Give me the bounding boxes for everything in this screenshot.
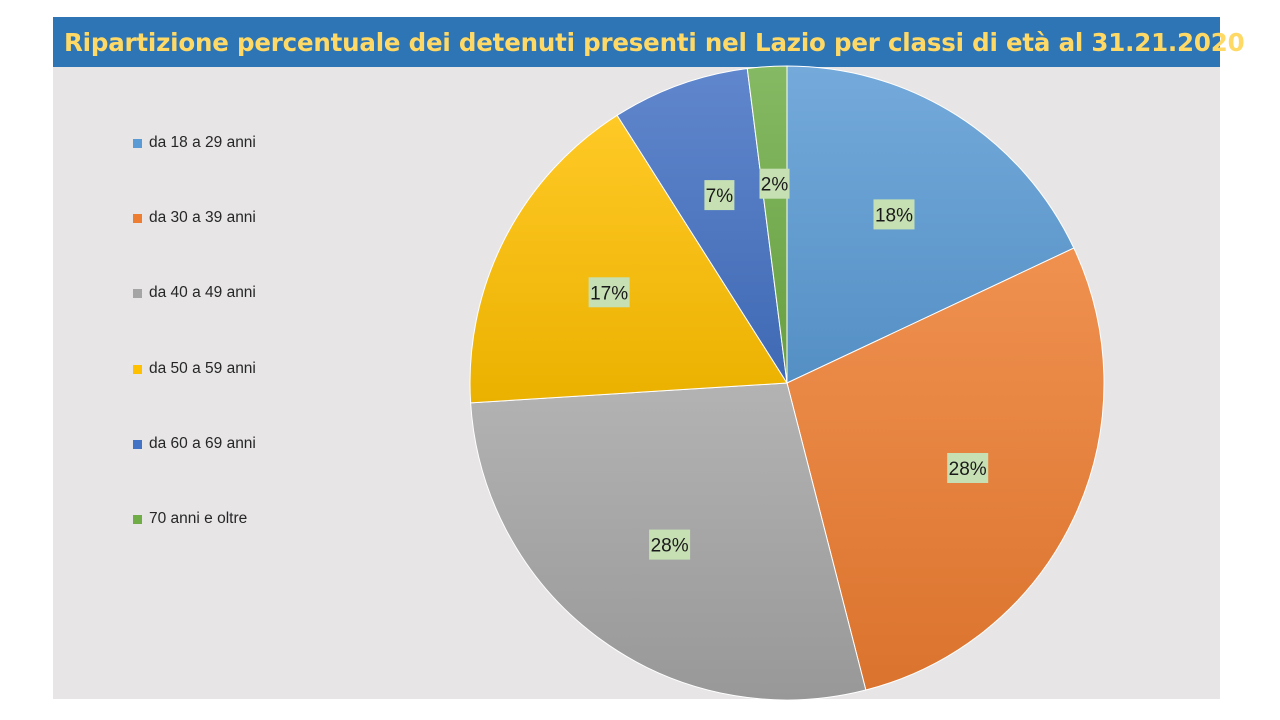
slice-30-39 (786, 247, 1105, 691)
data-label-text: 7% (706, 186, 734, 207)
title-bar: Ripartizione percentuale dei detenuti pr… (53, 17, 1245, 67)
data-label-text: 2% (761, 175, 789, 196)
legend-swatch (133, 288, 142, 298)
slice-60-69 (616, 67, 788, 384)
data-label-30-39: 28% (947, 453, 989, 483)
legend-item-60-69: da 60 a 69 anni (133, 434, 256, 454)
legend-item-50-59: da 50 a 59 anni (133, 359, 256, 379)
legend-item-30-39: da 30 a 39 anni (133, 208, 256, 228)
slice-50-59 (469, 114, 788, 404)
data-label-text: 18% (875, 205, 913, 226)
legend-swatch (133, 439, 142, 449)
data-label-text: 17% (590, 283, 628, 304)
data-label-background (759, 168, 790, 199)
legend-label: da 60 a 69 anni (149, 435, 256, 452)
chart-title: Ripartizione percentuale dei detenuti pr… (64, 27, 1245, 57)
legend-item-70-plus: 70 anni e oltre (133, 509, 247, 529)
legend-swatch (133, 213, 142, 223)
data-label-50-59: 17% (588, 277, 630, 308)
data-label-background (588, 277, 630, 308)
legend-label: da 40 a 49 anni (149, 284, 256, 301)
slice-70-plus (746, 65, 788, 384)
legend-swatch (133, 514, 142, 524)
data-label-background (947, 453, 989, 483)
legend-label: 70 anni e oltre (149, 510, 248, 527)
legend-item-18-29: da 18 a 29 anni (133, 133, 256, 153)
legend-label: da 18 a 29 anni (149, 134, 256, 151)
legend-swatch (133, 364, 142, 374)
legend-item-40-49: da 40 a 49 anni (133, 283, 256, 303)
data-label-text: 28% (651, 536, 689, 557)
data-label-text: 28% (949, 459, 987, 480)
slice-18-29 (786, 65, 1075, 384)
data-label-70-plus: 2% (759, 168, 790, 199)
data-label-60-69: 7% (704, 180, 735, 211)
data-label-18-29: 18% (873, 199, 915, 230)
data-label-background (649, 529, 691, 560)
legend-label: da 30 a 39 anni (149, 209, 256, 226)
data-label-background (704, 180, 735, 211)
legend-swatch (133, 138, 142, 148)
legend-label: da 50 a 59 anni (149, 360, 256, 377)
data-label-40-49: 28% (649, 529, 691, 560)
data-label-background (873, 199, 915, 230)
